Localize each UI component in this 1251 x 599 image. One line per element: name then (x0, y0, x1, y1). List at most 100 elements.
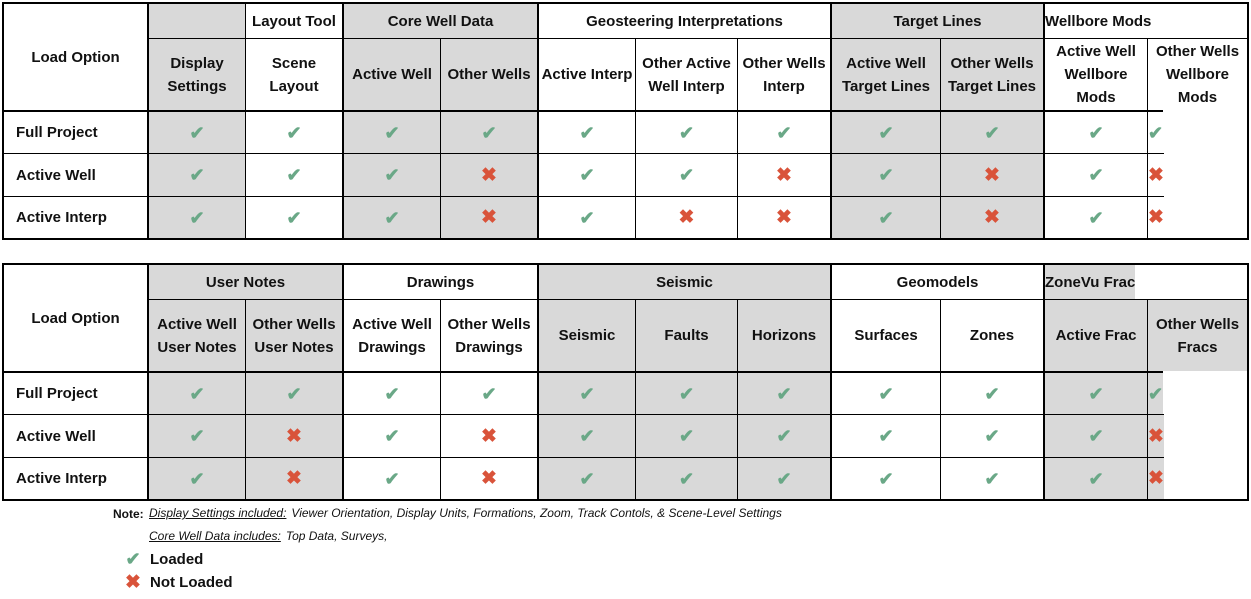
status-cell: ✖ (1147, 153, 1164, 196)
status-cell: ✔ (830, 414, 940, 457)
check-icon: ✔ (286, 207, 302, 228)
row-label-text: Active Well (16, 166, 96, 184)
status-cell: ✔ (147, 371, 245, 414)
cross-icon: ✖ (776, 164, 792, 186)
column-header: Active Well Drawings (342, 299, 440, 371)
check-icon: ✔ (189, 122, 205, 143)
check-icon: ✔ (678, 165, 695, 185)
column-header-text: Active Well (352, 66, 432, 83)
status-cell: ✔ (737, 457, 830, 499)
column-header-text: Display Settings (167, 54, 227, 95)
check-icon: ✔ (189, 207, 205, 228)
load-option-header: Load Option (4, 265, 147, 371)
status-cell: ✔ (940, 457, 1043, 499)
column-header: Other Wells User Notes (245, 299, 342, 371)
cross-icon: ✖ (481, 164, 497, 186)
status-cell: ✔ (440, 371, 537, 414)
group-header: Geosteering Interpretations (537, 4, 830, 38)
status-cell: ✔ (830, 196, 940, 238)
column-header-text: Faults (664, 327, 709, 344)
column-header: Active Well Wellbore Mods (1043, 38, 1147, 110)
status-cell: ✔ (635, 153, 737, 196)
column-header-text: Other Wells Target Lines (947, 54, 1037, 95)
status-cell: ✔ (1043, 371, 1147, 414)
column-header-text: Active Frac (1055, 327, 1137, 344)
cross-icon: ✖ (984, 164, 1000, 186)
note-display-settings: Display Settings included: Viewer Orienta… (149, 506, 782, 520)
check-icon: ✔ (1088, 207, 1104, 228)
column-header-text: Other Active Well Interp (642, 54, 731, 95)
status-cell: ✔ (537, 457, 635, 499)
status-cell: ✔ (737, 371, 830, 414)
column-header-text: Surfaces (854, 327, 918, 344)
status-cell: ✔ (830, 110, 940, 153)
status-cell: ✔ (1043, 153, 1147, 196)
legend-loaded-label: Loaded (150, 550, 204, 568)
check-icon: ✔ (384, 468, 400, 489)
status-cell: ✖ (940, 196, 1043, 238)
legend-not-loaded: ✖ Not Loaded (124, 572, 232, 593)
check-icon: ✔ (579, 122, 595, 143)
check-icon: ✔ (286, 165, 302, 185)
group-header-text: User Notes (205, 273, 286, 291)
cross-icon: ✖ (125, 572, 141, 593)
note-display-settings-title: Display Settings included: (149, 506, 287, 520)
column-header-text: Other Wells Wellbore Mods (1155, 43, 1240, 106)
column-header: Scene Layout (245, 38, 342, 110)
note-label: Note: (113, 507, 144, 521)
status-cell: ✔ (1043, 110, 1147, 153)
status-cell: ✔ (830, 153, 940, 196)
status-cell: ✔ (830, 457, 940, 499)
status-cell: ✖ (440, 196, 537, 238)
check-icon: ✔ (384, 165, 400, 185)
column-header-text: Zones (969, 327, 1015, 344)
load-option-header-text: Load Option (31, 48, 120, 66)
check-icon: ✔ (189, 468, 205, 489)
group-header-text: ZoneVu Frac (1045, 273, 1136, 291)
check-icon: ✔ (579, 165, 595, 185)
status-cell: ✔ (830, 371, 940, 414)
column-header: Active Well User Notes (147, 299, 245, 371)
column-header-text: Active Well User Notes (157, 315, 237, 356)
status-cell: ✖ (737, 153, 830, 196)
cross-icon: ✖ (984, 207, 1000, 228)
check-icon: ✔ (984, 468, 1000, 489)
status-cell: ✔ (537, 153, 635, 196)
group-header-text: Core Well Data (387, 12, 494, 30)
status-cell: ✔ (440, 110, 537, 153)
status-cell: ✔ (940, 371, 1043, 414)
status-cell: ✔ (147, 153, 245, 196)
status-cell: ✔ (737, 110, 830, 153)
status-cell: ✔ (635, 457, 737, 499)
check-icon: ✔ (189, 165, 205, 185)
load-option-header-text: Load Option (31, 309, 120, 327)
notes-section: Note: Display Settings included: Viewer O… (0, 505, 1251, 599)
column-header-text: Other Wells Fracs (1155, 315, 1240, 356)
column-header-text: Other Wells Interp (742, 54, 826, 95)
group-header (147, 4, 245, 38)
row-label: Active Interp (4, 457, 147, 499)
check-icon: ✔ (1088, 468, 1104, 489)
status-cell: ✔ (147, 196, 245, 238)
check-icon: ✔ (984, 122, 1000, 143)
status-cell: ✔ (342, 414, 440, 457)
check-icon: ✔ (384, 426, 400, 446)
row-label: Active Interp (4, 196, 147, 238)
status-cell: ✖ (1147, 457, 1164, 499)
column-header: Other Wells Interp (737, 38, 830, 110)
column-header: Display Settings (147, 38, 245, 110)
column-header-text: Scene Layout (269, 54, 319, 95)
check-icon: ✔ (776, 383, 792, 404)
status-cell: ✖ (1147, 196, 1164, 238)
row-label-text: Active Interp (16, 209, 107, 226)
column-header: Other Wells Fracs (1147, 299, 1247, 371)
status-cell: ✔ (537, 110, 635, 153)
status-cell: ✖ (1147, 414, 1164, 457)
status-cell: ✔ (1147, 110, 1164, 153)
check-icon: ✔ (579, 426, 595, 446)
status-cell: ✔ (940, 414, 1043, 457)
check-icon: ✔ (481, 383, 497, 404)
group-header-text: Drawings (406, 273, 475, 291)
group-header: Seismic (537, 265, 830, 299)
cross-icon: ✖ (1148, 425, 1164, 447)
